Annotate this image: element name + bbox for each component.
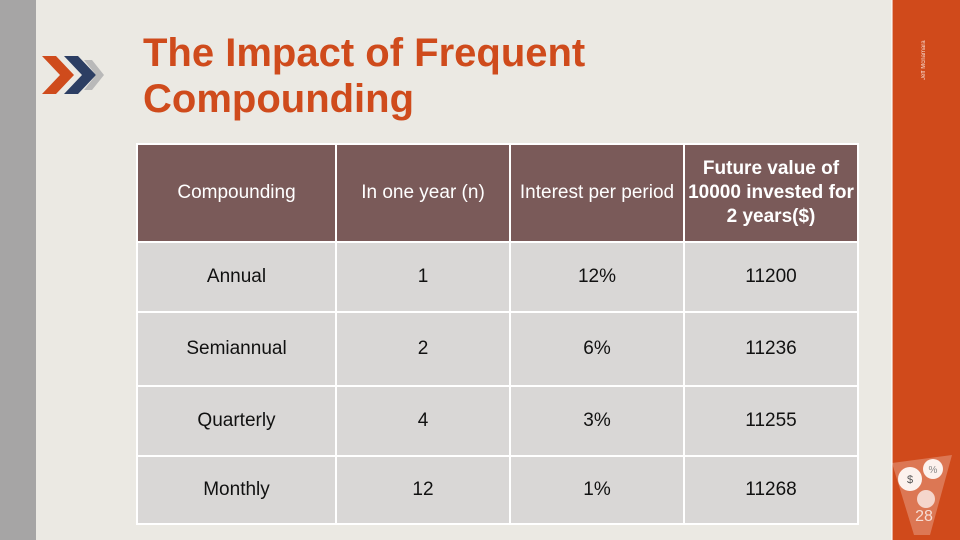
cell-future-value: 11255 xyxy=(683,385,859,457)
left-decor-strip xyxy=(0,0,36,540)
cell-interest: 6% xyxy=(509,311,685,387)
chevron-double-icon xyxy=(42,56,104,94)
cell-future-value: 11200 xyxy=(683,241,859,313)
right-accent-band xyxy=(892,0,960,540)
header-periods: In one year (n) xyxy=(335,143,511,243)
header-interest: Interest per period xyxy=(509,143,685,243)
cell-compounding: Annual xyxy=(136,241,337,313)
cell-compounding: Monthly xyxy=(136,455,337,525)
cell-compounding: Quarterly xyxy=(136,385,337,457)
currency-bubbles-icon: $ % 28 xyxy=(892,455,952,535)
header-future-value: Future value of 10000 invested for 2 yea… xyxy=(683,143,859,243)
logo-percent: % xyxy=(929,465,938,476)
header-compounding: Compounding xyxy=(136,143,337,243)
cell-interest: 3% xyxy=(509,385,685,457)
slide-title: The Impact of Frequent Compounding xyxy=(143,31,586,121)
table-row: Annual 1 12% 11200 xyxy=(136,241,859,313)
cell-interest: 1% xyxy=(509,455,685,525)
cell-periods: 1 xyxy=(335,241,511,313)
table-row: Semiannual 2 6% 11236 xyxy=(136,311,859,387)
cell-periods: 2 xyxy=(335,311,511,387)
logo-dollar: $ xyxy=(907,474,913,486)
cell-periods: 4 xyxy=(335,385,511,457)
table-row: Monthly 12 1% 11268 xyxy=(136,455,859,525)
cell-future-value: 11236 xyxy=(683,311,859,387)
side-label: Jeff Mcnamara xyxy=(921,40,927,80)
compounding-table: Compounding In one year (n) Interest per… xyxy=(136,143,859,525)
cell-future-value: 11268 xyxy=(683,455,859,525)
cell-interest: 12% xyxy=(509,241,685,313)
cell-compounding: Semiannual xyxy=(136,311,337,387)
table-row: Quarterly 4 3% 11255 xyxy=(136,385,859,457)
table-header-row: Compounding In one year (n) Interest per… xyxy=(136,143,859,243)
logo-number: 28 xyxy=(915,508,933,525)
right-band-divider xyxy=(891,0,893,540)
cell-periods: 12 xyxy=(335,455,511,525)
